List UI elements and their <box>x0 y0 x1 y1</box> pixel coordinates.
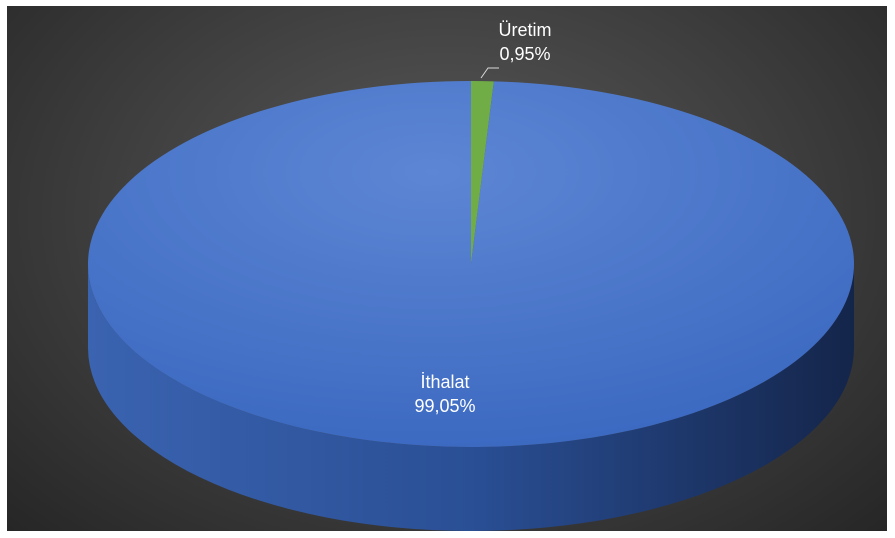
pie-slice-ithalat <box>87 81 854 447</box>
data-label-uretim-value: 0,95% <box>499 44 550 64</box>
pie-chart: Üretim 0,95% İthalat 99,05% <box>87 20 854 531</box>
pie-labels: Üretim 0,95% İthalat 99,05% <box>414 20 551 416</box>
chart-area: Üretim 0,95% İthalat 99,05% <box>7 6 887 531</box>
data-label-ithalat-category: İthalat <box>420 372 469 392</box>
pie-side <box>88 264 854 531</box>
pie-side-wall <box>88 264 854 531</box>
data-label-ithalat-value: 99,05% <box>414 396 475 416</box>
leader-line-uretim <box>480 67 499 79</box>
pie-slice-uretim <box>471 81 494 264</box>
pie-top <box>87 81 854 447</box>
data-label-uretim-category: Üretim <box>499 20 552 40</box>
